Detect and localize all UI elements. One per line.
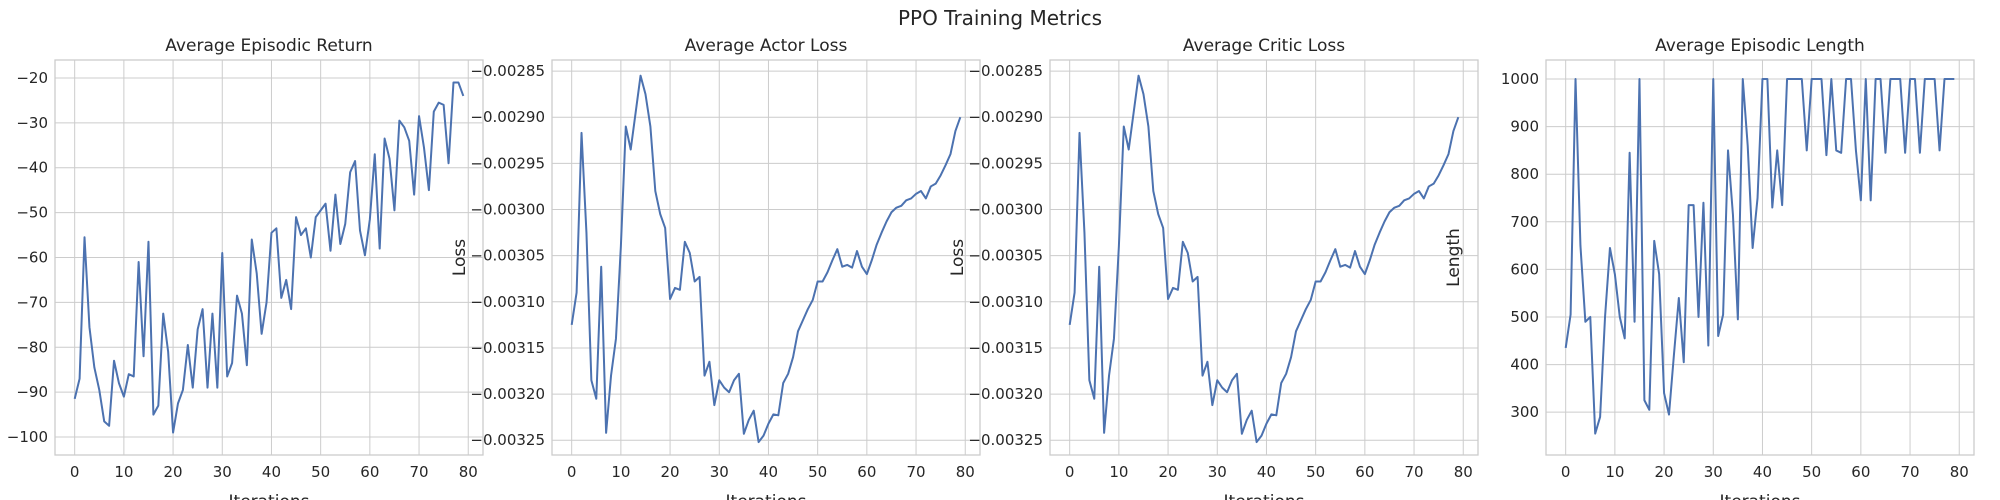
x-tick-label: 10 xyxy=(611,463,630,481)
y-tick-label: −90 xyxy=(16,383,48,401)
panel-title: Average Episodic Return xyxy=(165,36,372,56)
plot-frame xyxy=(1049,59,1479,456)
x-tick-label: 50 xyxy=(311,463,330,481)
x-tick-label: 70 xyxy=(1404,463,1423,481)
y-tick-label: 900 xyxy=(1510,118,1539,136)
x-tick-label: 50 xyxy=(1306,463,1325,481)
x-tick-label: 60 xyxy=(1355,463,1374,481)
series-line xyxy=(73,81,465,434)
y-tick-label: −0.00305 xyxy=(470,247,545,265)
x-tick-label: 50 xyxy=(1802,463,1821,481)
y-tick-label: −30 xyxy=(16,114,48,132)
panel-title: Average Actor Loss xyxy=(685,36,848,56)
y-tick-label: −40 xyxy=(16,159,48,177)
y-tick-label: −0.00315 xyxy=(470,339,545,357)
x-tick-label: 30 xyxy=(1704,463,1723,481)
x-tick-label: 30 xyxy=(710,463,729,481)
y-tick-label: −0.00310 xyxy=(470,293,545,311)
x-axis-label: Iterations xyxy=(1720,492,1801,500)
y-tick-label: −0.00310 xyxy=(968,293,1043,311)
x-tick-label: 10 xyxy=(1605,463,1624,481)
y-axis-label: Length xyxy=(1444,228,1464,287)
y-tick-label: −0.00300 xyxy=(968,201,1043,219)
y-tick-label: −0.00290 xyxy=(968,108,1043,126)
x-tick-label: 10 xyxy=(114,463,133,481)
x-tick-label: 80 xyxy=(1950,463,1969,481)
x-tick-label: 80 xyxy=(956,463,975,481)
x-tick-label: 40 xyxy=(262,463,281,481)
x-tick-label: 60 xyxy=(1851,463,1870,481)
y-tick-label: 300 xyxy=(1510,403,1539,421)
y-tick-label: −0.00320 xyxy=(470,385,545,403)
chart-panel-2: 0 10 20 30 40 50 60 70 80 −0.00325 −0.00320 −0.0031… xyxy=(450,36,981,500)
panel-title: Average Episodic Length xyxy=(1655,36,1865,56)
y-tick-label: −20 xyxy=(16,69,48,87)
y-tick-label: −0.00290 xyxy=(470,108,545,126)
y-tick-label: −0.00315 xyxy=(968,339,1043,357)
y-tick-label: 600 xyxy=(1510,260,1539,278)
y-tick-label: −60 xyxy=(16,249,48,267)
y-tick-label: −0.00325 xyxy=(968,431,1043,449)
x-tick-label: 70 xyxy=(409,463,428,481)
x-tick-label: 40 xyxy=(759,463,778,481)
series-line xyxy=(570,74,962,444)
x-tick-label: 0 xyxy=(1065,463,1075,481)
y-tick-label: 700 xyxy=(1510,213,1539,231)
x-tick-label: 70 xyxy=(1900,463,1919,481)
x-axis-label: Iterations xyxy=(229,492,310,500)
figure-title: PPO Training Metrics xyxy=(897,6,1103,30)
series-line xyxy=(1564,78,1955,435)
y-tick-label: −80 xyxy=(16,338,48,356)
chart-panel-4: 0 10 20 30 40 50 60 70 80 300 400 500 600 700 800 900 10… xyxy=(1444,36,1975,500)
y-tick-label: 1000 xyxy=(1501,70,1539,88)
x-tick-label: 0 xyxy=(1561,463,1571,481)
x-tick-label: 80 xyxy=(459,463,478,481)
y-tick-label: −50 xyxy=(16,204,48,222)
y-tick-label: −0.00285 xyxy=(968,62,1043,80)
x-tick-label: 20 xyxy=(164,463,183,481)
panel-title: Average Critic Loss xyxy=(1183,36,1345,56)
x-tick-label: 60 xyxy=(857,463,876,481)
series-line xyxy=(1068,74,1460,444)
x-axis-label: Iterations xyxy=(1224,492,1305,500)
y-tick-label: −0.00305 xyxy=(968,247,1043,265)
x-tick-label: 60 xyxy=(360,463,379,481)
y-tick-label: 400 xyxy=(1510,356,1539,374)
x-tick-label: 50 xyxy=(808,463,827,481)
x-tick-label: 40 xyxy=(1753,463,1772,481)
x-tick-label: 20 xyxy=(1655,463,1674,481)
x-tick-label: 20 xyxy=(1159,463,1178,481)
x-tick-label: 20 xyxy=(661,463,680,481)
plot-frame xyxy=(54,59,484,456)
y-tick-label: −70 xyxy=(16,293,48,311)
y-tick-label: −0.00295 xyxy=(968,154,1043,172)
y-tick-label: 500 xyxy=(1510,308,1539,326)
x-tick-label: 80 xyxy=(1454,463,1473,481)
y-tick-label: −100 xyxy=(7,428,48,446)
plot-frame xyxy=(1545,59,1975,456)
y-tick-label: −0.00300 xyxy=(470,201,545,219)
chart-panel-1: 0 10 20 30 40 50 60 70 80 −100 −90 −80 −70 −60 −50 −40 −… xyxy=(7,36,484,500)
x-tick-label: 0 xyxy=(70,463,80,481)
y-axis-label: Loss xyxy=(948,239,968,276)
x-tick-label: 0 xyxy=(567,463,577,481)
y-tick-label: −0.00285 xyxy=(470,62,545,80)
x-axis-label: Iterations xyxy=(726,492,807,500)
x-tick-label: 10 xyxy=(1109,463,1128,481)
x-tick-label: 40 xyxy=(1257,463,1276,481)
y-tick-label: −0.00320 xyxy=(968,385,1043,403)
x-tick-label: 30 xyxy=(1208,463,1227,481)
y-tick-label: 800 xyxy=(1510,165,1539,183)
chart-panel-3: 0 10 20 30 40 50 60 70 80 −0.00325 −0.00320 −0.0031… xyxy=(948,36,1479,500)
y-axis-label: Loss xyxy=(450,239,470,276)
x-tick-label: 70 xyxy=(906,463,925,481)
x-tick-label: 30 xyxy=(213,463,232,481)
plot-frame xyxy=(551,59,981,456)
y-tick-label: −0.00325 xyxy=(470,431,545,449)
y-tick-label: −0.00295 xyxy=(470,154,545,172)
